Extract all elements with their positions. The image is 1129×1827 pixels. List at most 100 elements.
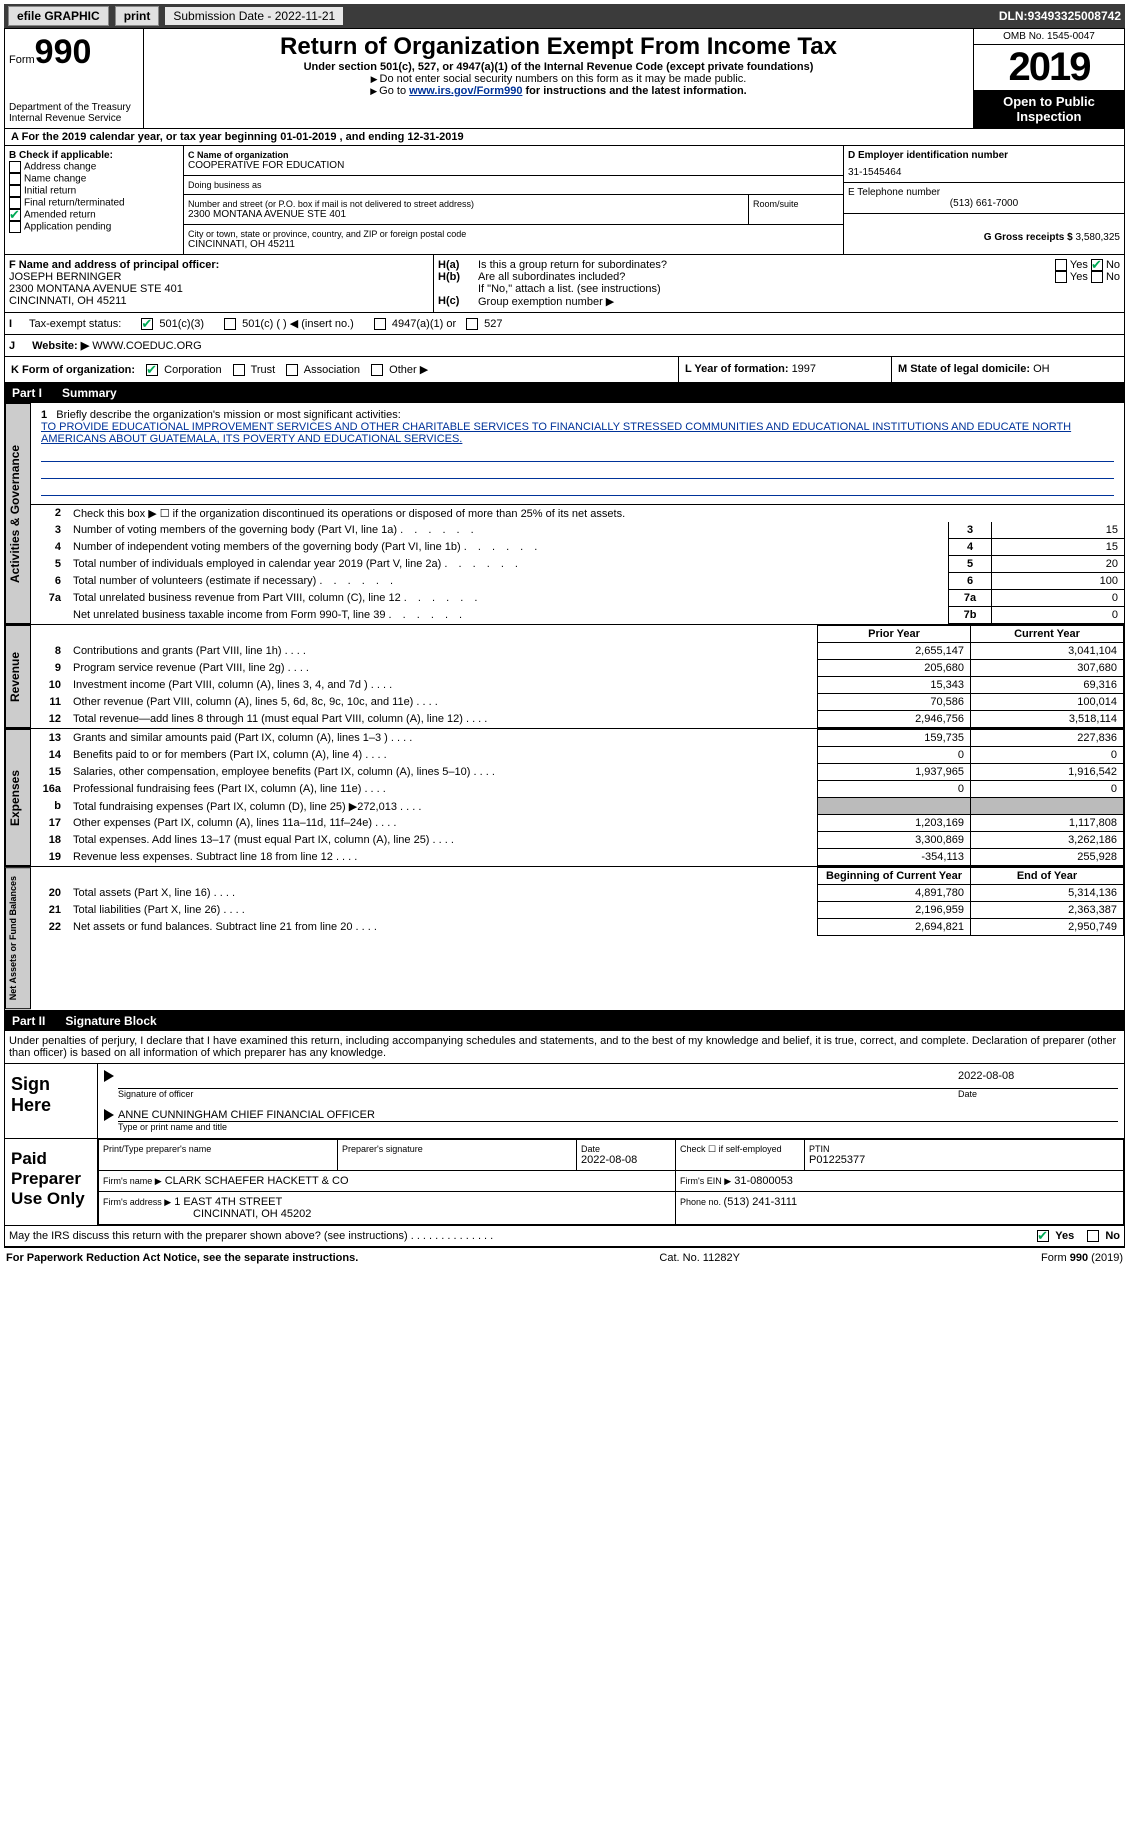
print-button[interactable]: print: [115, 6, 160, 26]
governance-table: 2Check this box ▶ ☐ if the organization …: [31, 505, 1124, 522]
sig-officer-label: Signature of officer: [118, 1089, 952, 1099]
table-row: 13Grants and similar amounts paid (Part …: [31, 730, 1124, 747]
tax-exempt-row: I Tax-exempt status: 501(c)(3) 501(c) ( …: [4, 313, 1125, 335]
f-h-section: F Name and address of principal officer:…: [4, 255, 1125, 313]
col-begin-year: Beginning of Current Year: [818, 868, 971, 885]
chk-trust[interactable]: [233, 364, 245, 376]
discuss-row: May the IRS discuss this return with the…: [4, 1226, 1125, 1247]
city-value: CINCINNATI, OH 45211: [188, 239, 839, 250]
checkbox-address-change[interactable]: [9, 161, 21, 173]
discuss-yes[interactable]: [1037, 1230, 1049, 1242]
efile-graphic-button[interactable]: efile GRAPHIC: [8, 6, 109, 26]
ptin-value: P01225377: [809, 1154, 1119, 1166]
hb-yes[interactable]: [1055, 271, 1067, 283]
table-row: 18Total expenses. Add lines 13–17 (must …: [31, 832, 1124, 849]
hb-no-label: No: [1106, 271, 1120, 283]
chk-501c3[interactable]: [141, 318, 153, 330]
org-name: COOPERATIVE FOR EDUCATION: [188, 160, 839, 171]
irs-link[interactable]: www.irs.gov/Form990: [409, 85, 522, 97]
ha-yes[interactable]: [1055, 259, 1067, 271]
table-row: 9Program service revenue (Part VIII, lin…: [31, 660, 1124, 677]
sign-here-row: Sign Here 2022-08-08 Signature of office…: [4, 1064, 1125, 1139]
table-row: 3Number of voting members of the governi…: [31, 522, 1124, 539]
table-row: 11Other revenue (Part VIII, column (A), …: [31, 694, 1124, 711]
chk-501c[interactable]: [224, 318, 236, 330]
year-formation-label: L Year of formation:: [685, 363, 792, 375]
discuss-text: May the IRS discuss this return with the…: [9, 1230, 408, 1242]
opt-application-pending: Application pending: [24, 222, 111, 233]
checkbox-application-pending[interactable]: [9, 221, 21, 233]
discuss-no[interactable]: [1087, 1230, 1099, 1242]
arrow-icon-2: [104, 1109, 114, 1121]
opt-501c: 501(c) ( ) ◀ (insert no.): [242, 318, 354, 330]
form-footer: Form 990 (2019): [1041, 1252, 1123, 1264]
chk-association[interactable]: [286, 364, 298, 376]
mission-label: Briefly describe the organization's miss…: [56, 409, 400, 421]
table-row: 20Total assets (Part X, line 16) . . . .…: [31, 885, 1124, 902]
year-formation-value: 1997: [792, 363, 816, 375]
table-row: 10Investment income (Part VIII, column (…: [31, 677, 1124, 694]
table-row: 5Total number of individuals employed in…: [31, 556, 1124, 573]
prep-selfemp-label: Check ☐ if self-employed: [680, 1144, 800, 1155]
open-to-inspection: Open to Public Inspection: [974, 90, 1124, 128]
col-prior-year: Prior Year: [818, 626, 971, 643]
box-b-label: B Check if applicable:: [9, 150, 179, 161]
dba-label: Doing business as: [188, 180, 839, 190]
form-title: Return of Organization Exempt From Incom…: [148, 33, 969, 61]
dept-treasury: Department of the Treasury: [9, 102, 139, 113]
hb-no[interactable]: [1091, 271, 1103, 283]
revenue-block: Revenue Prior Year Current Year 8Contrib…: [4, 625, 1125, 729]
part1-title: Summary: [62, 386, 117, 400]
hc-prefix: H(c): [438, 295, 478, 308]
table-row: 22Net assets or fund balances. Subtract …: [31, 919, 1124, 936]
checkbox-initial-return[interactable]: [9, 185, 21, 197]
phone-label: E Telephone number: [848, 187, 1120, 198]
governance-rows: 3Number of voting members of the governi…: [31, 522, 1124, 624]
col-current-year: Current Year: [971, 626, 1124, 643]
chk-4947[interactable]: [374, 318, 386, 330]
firm-phone-value: (513) 241-3111: [724, 1196, 798, 1208]
table-row: Net unrelated business taxable income fr…: [31, 607, 1124, 624]
officer-printed-name: ANNE CUNNINGHAM CHIEF FINANCIAL OFFICER: [118, 1109, 1118, 1122]
dept-irs: Internal Revenue Service: [9, 113, 139, 124]
table-row: 17Other expenses (Part IX, column (A), l…: [31, 815, 1124, 832]
page-footer: For Paperwork Reduction Act Notice, see …: [4, 1247, 1125, 1268]
tax-exempt-label: Tax-exempt status:: [29, 318, 121, 330]
opt-4947: 4947(a)(1) or: [392, 318, 456, 330]
chk-other[interactable]: [371, 364, 383, 376]
opt-initial-return: Initial return: [24, 186, 76, 197]
ptin-label: PTIN: [809, 1144, 1119, 1154]
note2-post: for instructions and the latest informat…: [526, 85, 747, 97]
table-row: 7aTotal unrelated business revenue from …: [31, 590, 1124, 607]
website-value: WWW.COEDUC.ORG: [92, 340, 201, 352]
checkbox-name-change[interactable]: [9, 173, 21, 185]
submission-date-box: Submission Date - 2022-11-21: [165, 7, 343, 25]
submission-date-label: Submission Date -: [173, 9, 274, 23]
sign-here-label: Sign Here: [5, 1064, 98, 1138]
chk-corporation[interactable]: [146, 364, 158, 376]
tax-year-line: A For the 2019 calendar year, or tax yea…: [4, 129, 1125, 146]
checkbox-amended-return[interactable]: [9, 209, 21, 221]
street-label: Number and street (or P.O. box if mail i…: [188, 199, 748, 209]
opt-other: Other ▶: [389, 364, 428, 376]
website-row: J Website: ▶ WWW.COEDUC.ORG: [4, 335, 1125, 357]
org-name-label: C Name of organization: [188, 150, 839, 160]
table-row: bTotal fundraising expenses (Part IX, co…: [31, 798, 1124, 815]
signature-line[interactable]: [118, 1070, 952, 1089]
website-label: Website: ▶: [32, 340, 89, 352]
chk-527[interactable]: [466, 318, 478, 330]
identity-section: B Check if applicable: Address change Na…: [4, 146, 1125, 255]
dln-value: 93493325008742: [1028, 9, 1121, 23]
sig-date-value: 2022-08-08: [952, 1070, 1118, 1089]
form-org-label: K Form of organization:: [11, 364, 135, 376]
ha-no[interactable]: [1091, 259, 1103, 271]
opt-527: 527: [484, 318, 502, 330]
dln-label: DLN:: [999, 9, 1028, 23]
officer-label: F Name and address of principal officer:: [9, 259, 429, 271]
table-row: 8Contributions and grants (Part VIII, li…: [31, 643, 1124, 660]
form-note-link: Go to www.irs.gov/Form990 for instructio…: [148, 85, 969, 97]
opt-trust: Trust: [251, 364, 276, 376]
paid-preparer-label: Paid Preparer Use Only: [5, 1139, 98, 1225]
city-label: City or town, state or province, country…: [188, 229, 839, 239]
netassets-block: Net Assets or Fund Balances Beginning of…: [4, 867, 1125, 1010]
